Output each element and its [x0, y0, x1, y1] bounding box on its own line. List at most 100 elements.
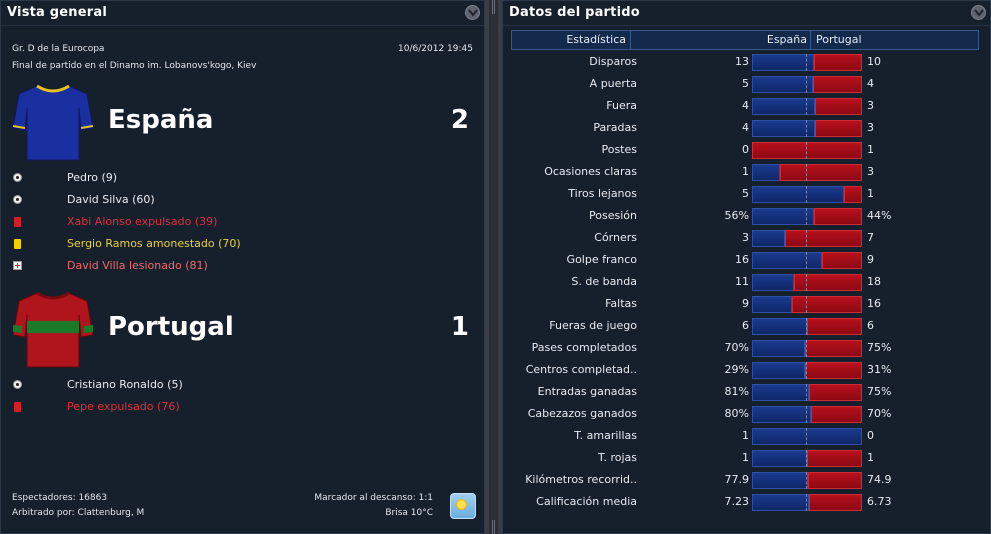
stat-bar: [752, 230, 862, 247]
stat-label: T. amarillas: [574, 429, 637, 442]
stat-home-value: 1: [742, 165, 749, 178]
stat-row: Calificación media 7.23 6.73: [511, 492, 979, 514]
home-shirt-icon: [12, 82, 94, 166]
stat-row: Kilómetros recorrid.. 77.9 74.9: [511, 470, 979, 492]
away-share-bar: [809, 494, 862, 511]
splitter-grip-top: [492, 0, 495, 14]
yellow-card-icon: [14, 239, 21, 249]
stat-label: Kilómetros recorrid..: [525, 473, 637, 486]
home-team-name: España: [108, 105, 214, 135]
stat-bar: [752, 450, 862, 467]
away-share-bar: [752, 142, 862, 159]
stat-away-value: 75%: [867, 341, 892, 354]
home-share-bar: [752, 296, 792, 313]
event-icon-wrap: [13, 239, 21, 249]
stat-bar: [752, 98, 862, 115]
stat-bar: [752, 76, 862, 93]
match-event[interactable]: David Villa lesionado (81): [67, 259, 208, 272]
stat-row: Golpe franco 16 9: [511, 250, 979, 272]
away-share-bar: [807, 450, 862, 467]
home-share-bar: [752, 384, 809, 401]
home-share-bar: [752, 252, 822, 269]
away-share-bar: [815, 120, 862, 137]
stat-row: T. amarillas 1 0: [511, 426, 979, 448]
event-icon-wrap: [13, 195, 22, 204]
stat-home-value: 70%: [724, 341, 749, 354]
ball-icon: [13, 173, 22, 182]
stat-row: Ocasiones claras 1 3: [511, 162, 979, 184]
stat-bar: [752, 296, 862, 313]
home-score: 2: [450, 105, 469, 135]
match-overview-panel: Vista general Gr. D de la Eurocopa 10/6/…: [0, 0, 485, 534]
stat-label: Golpe franco: [566, 253, 637, 266]
home-share-bar: [752, 54, 814, 71]
home-column-header[interactable]: España: [631, 31, 811, 49]
stat-home-value: 1: [742, 451, 749, 464]
stat-label: Faltas: [605, 297, 637, 310]
weather-label: Brisa 10°C: [385, 508, 433, 518]
event-icon-wrap: [13, 173, 22, 182]
stat-away-value: 1: [867, 187, 874, 200]
match-datetime: 10/6/2012 19:45: [398, 44, 473, 54]
stat-away-value: 3: [867, 121, 874, 134]
stat-bar: [752, 472, 862, 489]
away-share-bar: [792, 296, 862, 313]
bar-midline: [806, 252, 807, 269]
collapse-overview-button[interactable]: [465, 5, 480, 20]
away-share-bar: [814, 54, 862, 71]
stat-label: Fuera: [606, 99, 637, 112]
stat-row: Disparos 13 10: [511, 52, 979, 74]
away-share-bar: [809, 384, 862, 401]
stat-row: T. rojas 1 1: [511, 448, 979, 470]
stat-row: Faltas 9 16: [511, 294, 979, 316]
stat-bar: [752, 428, 862, 445]
stat-away-value: 44%: [867, 209, 892, 222]
stat-bar: [752, 252, 862, 269]
match-event[interactable]: David Silva (60): [67, 193, 155, 206]
bar-midline: [806, 98, 807, 115]
bar-midline: [806, 472, 807, 489]
stat-row: Paradas 4 3: [511, 118, 979, 140]
stat-away-value: 4: [867, 77, 874, 90]
stat-away-value: 1: [867, 451, 874, 464]
away-share-bar: [805, 362, 862, 379]
overview-header: Vista general: [1, 1, 484, 26]
stat-column-header[interactable]: Estadística: [512, 31, 631, 49]
match-event[interactable]: Sergio Ramos amonestado (70): [67, 237, 241, 250]
stat-away-value: 10: [867, 55, 881, 68]
event-icon-wrap: [13, 261, 22, 270]
match-event[interactable]: Pepe expulsado (76): [67, 400, 180, 413]
stat-row: Entradas ganadas 81% 75%: [511, 382, 979, 404]
stat-home-value: 7.23: [724, 495, 750, 508]
match-event[interactable]: Cristiano Ronaldo (5): [67, 378, 183, 391]
away-share-bar: [785, 230, 862, 247]
home-share-bar: [752, 186, 844, 203]
bar-midline: [806, 208, 807, 225]
panel-splitter[interactable]: [489, 0, 498, 534]
bar-midline: [806, 494, 807, 511]
event-icon-wrap: [13, 402, 21, 412]
bar-midline: [806, 164, 807, 181]
away-column-header[interactable]: Portugal: [816, 33, 862, 46]
away-share-bar: [814, 208, 862, 225]
stat-away-value: 6.73: [867, 495, 892, 508]
home-share-bar: [752, 494, 809, 511]
match-event[interactable]: Pedro (9): [67, 171, 118, 184]
stat-bar: [752, 208, 862, 225]
collapse-stats-button[interactable]: [971, 5, 986, 20]
stat-home-value: 4: [742, 99, 749, 112]
stat-bar: [752, 340, 862, 357]
away-share-bar: [794, 274, 862, 291]
stat-bar: [752, 54, 862, 71]
bar-midline: [806, 450, 807, 467]
stat-row: Fueras de juego 6 6: [511, 316, 979, 338]
match-event[interactable]: Xabi Alonso expulsado (39): [67, 215, 218, 228]
stat-row: A puerta 5 4: [511, 74, 979, 96]
home-share-bar: [752, 428, 862, 445]
spectators-label: Espectadores: 16863: [12, 493, 108, 503]
bar-midline: [806, 340, 807, 357]
chevron-down-icon: [468, 9, 478, 17]
home-share-bar: [752, 340, 805, 357]
bar-midline: [806, 274, 807, 291]
stat-home-value: 80%: [724, 407, 749, 420]
